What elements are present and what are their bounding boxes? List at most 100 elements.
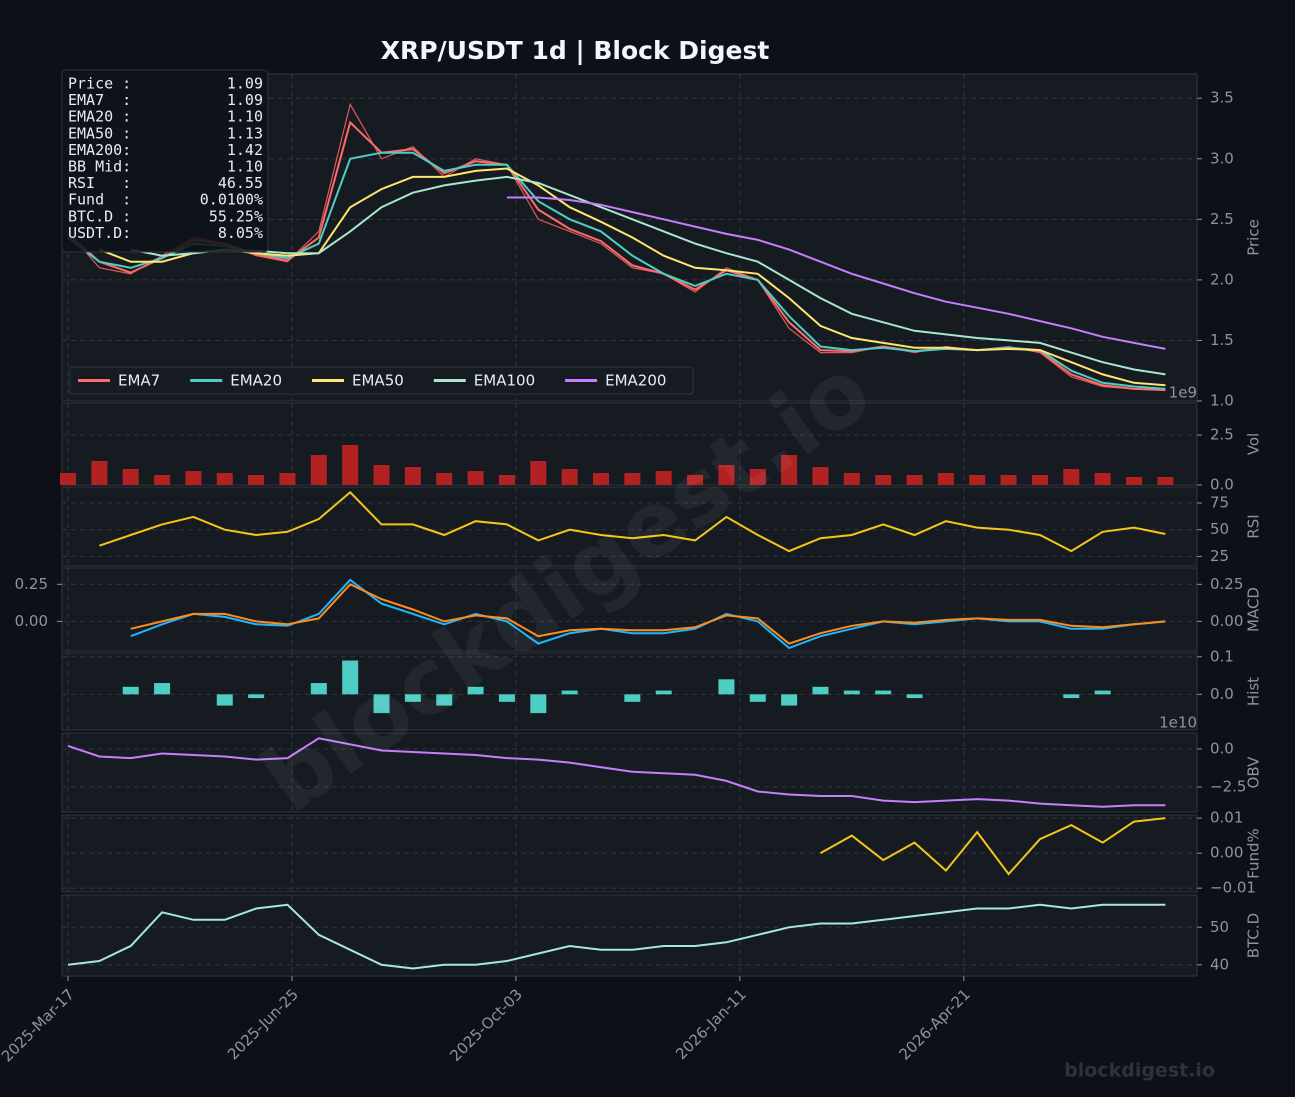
info-value: 46.55: [218, 174, 263, 192]
bar: [154, 475, 171, 485]
bar: [530, 694, 547, 714]
bar: [781, 694, 798, 706]
bar: [310, 455, 327, 485]
bar: [530, 461, 547, 485]
bar: [1094, 473, 1111, 485]
bar: [906, 475, 923, 485]
bar: [655, 471, 672, 485]
y-tick-label: 0.00: [1210, 612, 1243, 630]
bar: [467, 686, 484, 695]
y-tick-label: 40: [1210, 955, 1229, 973]
info-label: EMA7 :: [68, 91, 131, 109]
bar: [216, 473, 233, 485]
bar: [342, 445, 359, 485]
bar: [91, 461, 108, 485]
bar: [718, 465, 735, 485]
y-tick-label: 2.0: [1210, 270, 1234, 288]
info-label: EMA20 :: [68, 108, 131, 126]
panel: [61, 402, 1198, 486]
y-tick-label: 1.0: [1210, 392, 1234, 410]
y-tick-label: 50: [1210, 520, 1229, 538]
bar: [1126, 477, 1143, 485]
bar: [154, 683, 171, 695]
bar: [436, 473, 453, 485]
data-line: [67, 903, 1166, 970]
bar: [624, 473, 641, 485]
legend: [69, 366, 694, 395]
info-label: EMA200:: [68, 141, 131, 159]
info-label: USDT.D:: [68, 224, 131, 242]
panel: [61, 567, 1198, 652]
y-tick-label: 0.00: [15, 612, 48, 630]
y-tick-label: 0.0: [1210, 685, 1234, 703]
y-axis-label: Price: [1245, 219, 1263, 256]
bar: [310, 683, 327, 695]
panel: [61, 486, 1198, 567]
bar: [718, 679, 735, 695]
y-tick-label: 2.5: [1210, 426, 1234, 444]
y-tick-label: −2.5: [1210, 777, 1246, 795]
panel: [61, 732, 1198, 813]
bar: [781, 455, 798, 485]
y-tick-label: 0.0: [1210, 739, 1234, 757]
y-axis-label: OBV: [1245, 756, 1263, 789]
chart-title: XRP/USDT 1d | Block Digest: [381, 36, 770, 65]
bar: [185, 471, 202, 485]
info-value: 55.25%: [209, 207, 263, 225]
bar: [843, 473, 860, 485]
y-tick-label: 3.0: [1210, 149, 1234, 167]
bar: [216, 694, 233, 706]
bar: [561, 469, 578, 485]
bar: [498, 694, 515, 702]
bar: [1000, 475, 1017, 485]
data-line: [506, 196, 1166, 350]
bar: [404, 694, 421, 702]
y-axis-label: Hist: [1245, 677, 1263, 706]
y-tick-label: 0.00: [1210, 844, 1243, 862]
info-label: EMA50 :: [68, 124, 131, 142]
bar: [1031, 475, 1048, 485]
bar: [593, 473, 610, 485]
y-tick-label: 0.25: [1210, 575, 1243, 593]
data-line: [130, 175, 1166, 376]
legend-label: EMA100: [474, 372, 535, 390]
data-line: [130, 583, 1166, 645]
bar: [749, 469, 766, 485]
bar: [875, 690, 892, 695]
y-axis-label: BTC.D: [1245, 913, 1263, 958]
y-tick-label: 50: [1210, 918, 1229, 936]
info-label: Price :: [68, 75, 131, 93]
info-label: Fund :: [68, 191, 131, 209]
info-value: 1.09: [227, 75, 263, 93]
info-label: BB Mid:: [68, 158, 131, 176]
bar: [467, 471, 484, 485]
y-tick-label: −0.01: [1210, 879, 1256, 897]
data-line: [99, 167, 1166, 387]
info-value: 1.13: [227, 124, 263, 142]
info-value: 1.10: [227, 108, 263, 126]
bar: [342, 660, 359, 695]
y-axis-label: Vol: [1245, 433, 1263, 455]
bar: [561, 690, 578, 695]
y-tick-label: 2.5: [1210, 210, 1234, 228]
y-axis-label: RSI: [1245, 514, 1263, 538]
bar: [279, 473, 296, 485]
footer: blockdigest.io: [1064, 1060, 1215, 1082]
y-axis-label: MACD: [1245, 587, 1263, 632]
info-label: RSI :: [68, 174, 131, 192]
y-tick-label: 75: [1210, 494, 1229, 512]
info-value: 1.42: [227, 141, 263, 159]
legend-label: EMA50: [352, 372, 404, 390]
bar: [687, 475, 704, 485]
bar: [436, 694, 453, 706]
data-line: [67, 737, 1166, 808]
bar: [875, 475, 892, 485]
bar: [843, 690, 860, 695]
y-tick-label: 25: [1210, 547, 1229, 565]
bar: [60, 473, 76, 485]
info-value: 1.09: [227, 91, 263, 109]
bar: [1063, 694, 1080, 699]
bar: [1063, 469, 1080, 485]
y-tick-label: 0.1: [1210, 647, 1234, 665]
